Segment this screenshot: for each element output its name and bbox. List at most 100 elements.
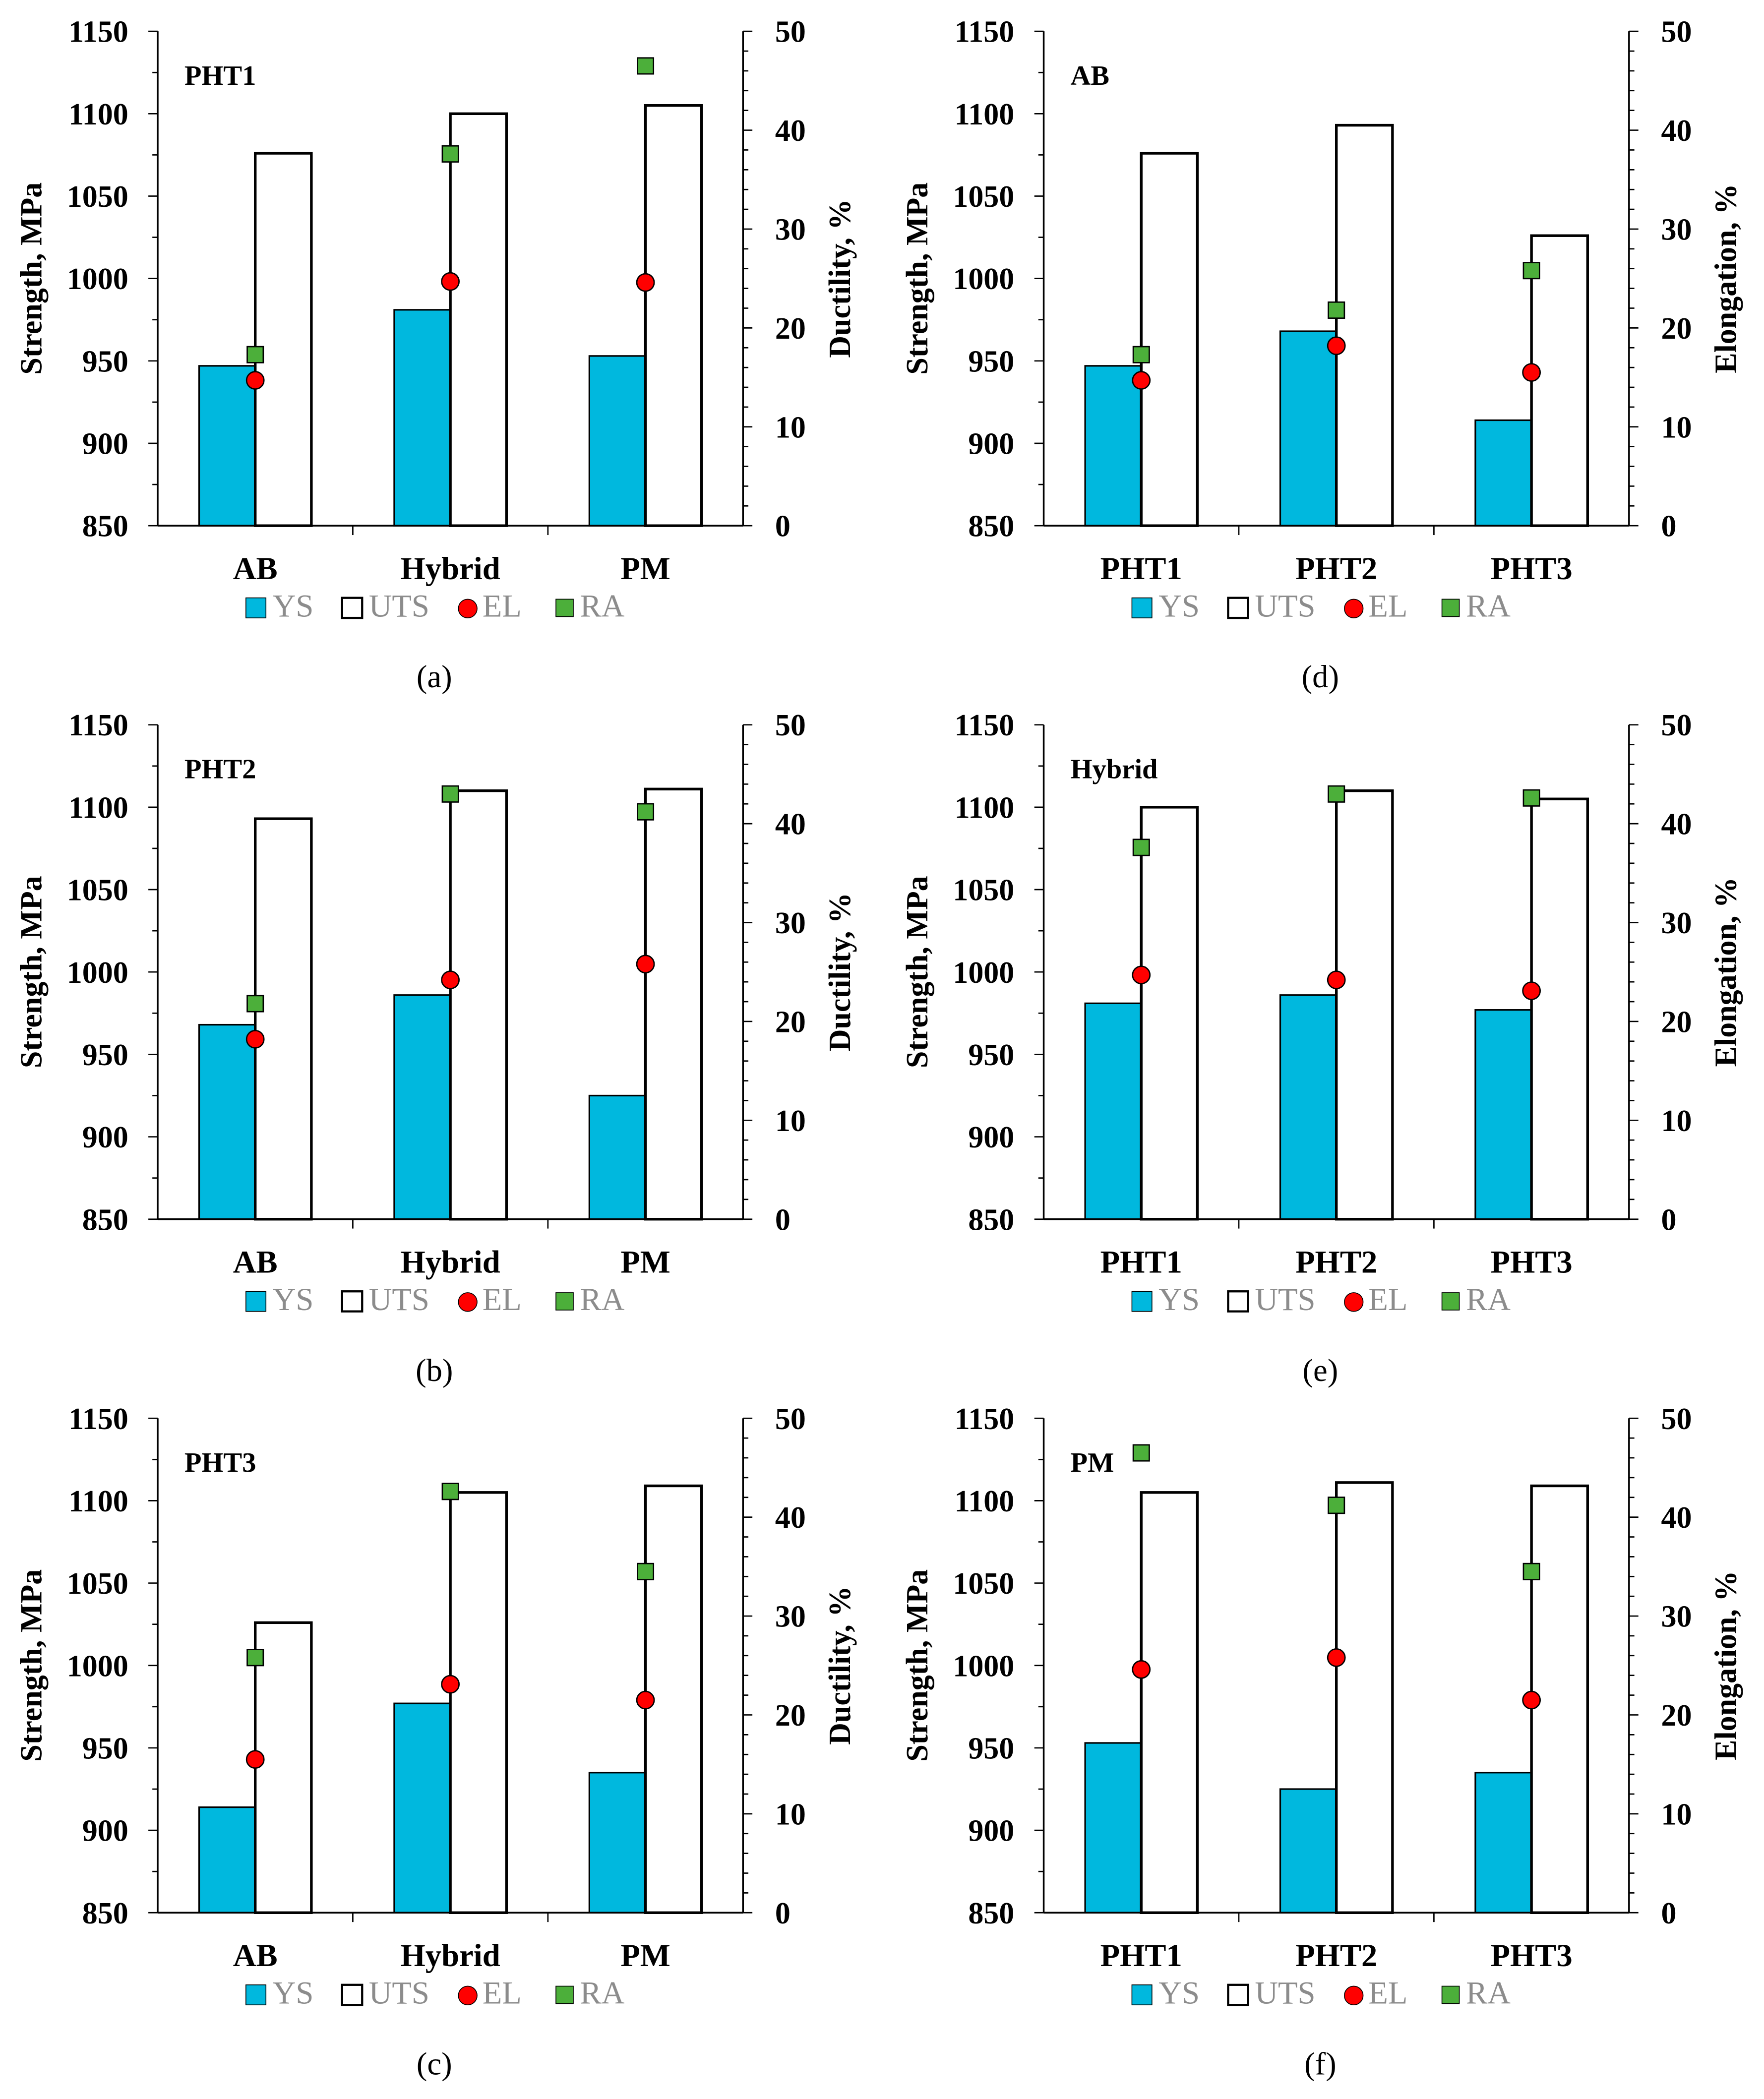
category-label: Hybrid — [401, 1937, 500, 1973]
y-tick-label: 850 — [968, 1897, 1014, 1930]
bar-uts — [1335, 1481, 1394, 1914]
chart-title: Hybrid — [1070, 754, 1157, 784]
legend-ys-label: YS — [1158, 1281, 1200, 1317]
bar-ys — [588, 1772, 647, 1914]
y-tick-label: 1150 — [68, 709, 128, 742]
category-label: PM — [620, 1244, 670, 1280]
bar-uts — [1140, 806, 1199, 1221]
point-el — [1522, 1690, 1541, 1710]
point-ra — [1522, 1562, 1540, 1580]
bar-ys — [1474, 419, 1532, 527]
point-ra — [441, 145, 459, 163]
y2-axis-title: Ductility, % — [823, 893, 857, 1051]
y2-tick-label: 0 — [1661, 1203, 1677, 1237]
legend-uts-label: UTS — [1255, 588, 1315, 623]
legend-uts-label: UTS — [1255, 1281, 1315, 1317]
y-tick-label: 1050 — [953, 1567, 1014, 1601]
y-tick-label: 1100 — [955, 1485, 1015, 1518]
bar-ys — [198, 1806, 256, 1914]
category-label: PHT2 — [1295, 550, 1377, 586]
legend: YS UTS EL RA — [1131, 1975, 1511, 2011]
panel-caption: (a) — [417, 659, 452, 694]
point-el — [1327, 1648, 1346, 1667]
y2-tick-label: 20 — [1661, 1005, 1692, 1039]
legend-ys-label: YS — [273, 1975, 314, 2011]
legend-ys-label: YS — [273, 1281, 314, 1317]
y-tick-label: 950 — [968, 345, 1014, 378]
y2-tick-label: 20 — [775, 312, 806, 346]
legend-ys-swatch — [245, 1291, 267, 1312]
y-tick-label: 850 — [82, 1897, 128, 1930]
legend-uts-swatch — [1227, 1290, 1250, 1313]
point-ra — [1328, 1497, 1345, 1514]
bar-uts — [253, 1621, 313, 1914]
y2-tick-label: 10 — [775, 411, 806, 444]
point-ra — [1522, 262, 1540, 280]
y-tick-label: 1100 — [955, 98, 1015, 131]
point-ra — [637, 803, 655, 821]
y-axis-title: Strength, MPa — [901, 876, 934, 1068]
bar-uts — [1530, 1484, 1589, 1914]
bar-ys — [1084, 365, 1142, 527]
point-el — [441, 272, 460, 291]
point-el — [441, 1675, 460, 1694]
y2-tick-label: 40 — [775, 808, 806, 841]
chart-panel-e: PHT1 PHT2 PHT38509009501000105011001150010… — [901, 709, 1743, 1388]
point-ra — [1328, 301, 1345, 319]
bar-uts — [1140, 152, 1199, 527]
category-label: AB — [233, 1937, 278, 1973]
bar-ys — [1279, 330, 1338, 527]
legend-uts-label: UTS — [369, 588, 429, 623]
bar-uts — [644, 104, 703, 527]
legend-ra-swatch — [555, 599, 574, 617]
legend-ra-label: RA — [580, 1281, 624, 1317]
point-el — [1132, 965, 1151, 985]
category-label: PHT3 — [1490, 1244, 1572, 1280]
y-tick-label: 950 — [82, 1038, 128, 1072]
legend-el-label: EL — [483, 588, 522, 623]
y2-tick-label: 40 — [775, 114, 806, 148]
legend-el-swatch — [1344, 1292, 1364, 1312]
point-ra — [1132, 1444, 1150, 1462]
legend-el-label: EL — [483, 1975, 522, 2011]
y-tick-label: 1100 — [68, 1485, 128, 1518]
legend-el-swatch — [458, 1292, 478, 1312]
y2-axis-title: Ductility, % — [823, 1586, 857, 1745]
chart-title: PHT1 — [184, 60, 256, 91]
bar-ys — [393, 1702, 451, 1914]
panel-caption: (e) — [1302, 1352, 1338, 1388]
legend-ra-swatch — [1441, 599, 1460, 617]
y2-tick-label: 0 — [775, 510, 791, 543]
category-label: PM — [620, 550, 670, 586]
point-ra — [1328, 785, 1345, 803]
point-ra — [1132, 346, 1150, 363]
y-tick-label: 900 — [82, 1814, 128, 1848]
y-tick-label: 1150 — [955, 1402, 1015, 1436]
chart-title: PM — [1070, 1447, 1114, 1478]
y-tick-label: 1150 — [68, 1402, 128, 1436]
category-label: PHT3 — [1490, 550, 1572, 586]
y2-tick-label: 20 — [1661, 312, 1692, 346]
bar-uts — [1140, 1491, 1199, 1914]
legend-ys-label: YS — [1158, 1975, 1200, 2011]
legend-uts-swatch — [341, 597, 364, 619]
point-ra — [1522, 789, 1540, 807]
y-axis-title: Strength, MPa — [15, 182, 49, 375]
y-tick-label: 850 — [968, 1203, 1014, 1237]
y-tick-label: 1050 — [67, 1567, 128, 1601]
category-label: AB — [233, 1244, 278, 1280]
category-label: PHT3 — [1490, 1937, 1572, 1973]
y-tick-label: 950 — [968, 1038, 1014, 1072]
legend: YS UTS EL RA — [245, 1281, 625, 1317]
legend-ra-label: RA — [1466, 1975, 1511, 2011]
chart-title: AB — [1070, 60, 1109, 91]
y2-tick-label: 40 — [775, 1501, 806, 1535]
point-el — [1522, 981, 1541, 1000]
point-ra — [246, 995, 264, 1013]
legend-uts-label: UTS — [369, 1281, 429, 1317]
y2-tick-label: 20 — [775, 1699, 806, 1733]
point-el — [245, 371, 265, 390]
point-el — [1132, 371, 1151, 390]
y-tick-label: 900 — [82, 427, 128, 461]
bar-uts — [1530, 234, 1589, 527]
